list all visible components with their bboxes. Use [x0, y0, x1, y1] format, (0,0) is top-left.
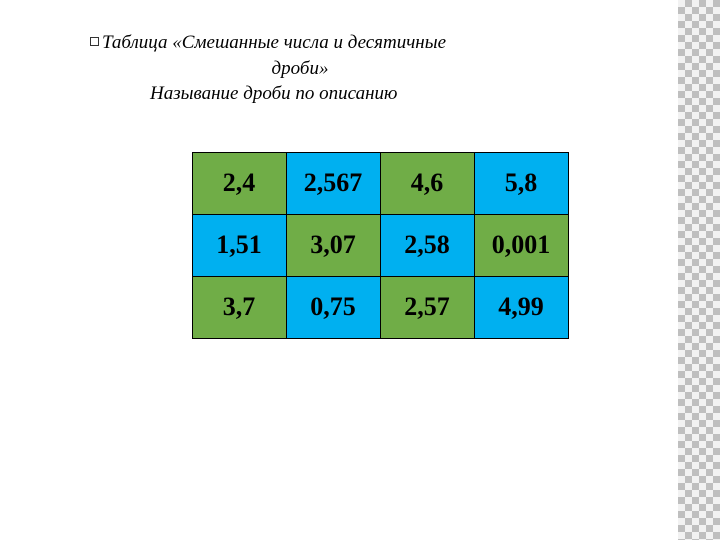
title-block: Таблица «Смешанные числа и десятичные др… — [90, 30, 510, 107]
table-cell: 4,99 — [474, 276, 568, 338]
table-row: 3,70,752,574,99 — [192, 276, 568, 338]
slide-content: Таблица «Смешанные числа и десятичные др… — [0, 0, 720, 339]
table-cell: 0,75 — [286, 276, 380, 338]
table-cell: 2,4 — [192, 152, 286, 214]
table-cell: 2,57 — [380, 276, 474, 338]
table-cell: 4,6 — [380, 152, 474, 214]
table-cell: 3,7 — [192, 276, 286, 338]
table-cell: 0,001 — [474, 214, 568, 276]
table-cell: 2,567 — [286, 152, 380, 214]
side-pattern — [678, 0, 720, 540]
table-cell: 5,8 — [474, 152, 568, 214]
table-cell: 2,58 — [380, 214, 474, 276]
bullet-icon — [90, 37, 99, 46]
table-cell: 1,51 — [192, 214, 286, 276]
table-cell: 3,07 — [286, 214, 380, 276]
table-row: 1,513,072,580,001 — [192, 214, 568, 276]
title-line-1: Таблица «Смешанные числа и десятичные — [90, 30, 510, 56]
fractions-table: 2,42,5674,65,81,513,072,580,0013,70,752,… — [192, 152, 569, 339]
title-text-1: Таблица «Смешанные числа и десятичные — [102, 32, 446, 53]
title-line-2: дроби» — [90, 56, 510, 82]
table-row: 2,42,5674,65,8 — [192, 152, 568, 214]
title-line-3: Называние дроби по описанию — [90, 81, 510, 107]
table-wrap: 2,42,5674,65,81,513,072,580,0013,70,752,… — [90, 152, 660, 339]
